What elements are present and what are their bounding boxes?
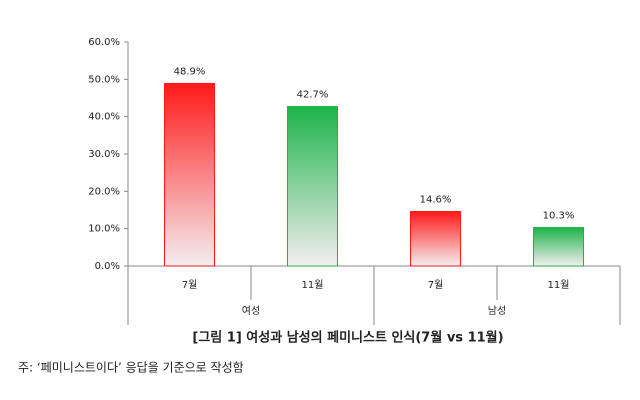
y-tick-label: 0.0% — [95, 261, 120, 272]
y-tick-label: 30.0% — [88, 149, 120, 160]
bar — [164, 82, 215, 267]
group-label: 남성 — [488, 305, 506, 317]
chart-title: [그림 1] 여성과 남성의 페미니스트 인식(7월 vs 11월) — [192, 330, 503, 346]
y-tick-label: 10.0% — [88, 224, 120, 235]
bar — [287, 106, 338, 267]
value-label: 48.9% — [174, 66, 206, 77]
bar — [533, 227, 584, 267]
group-label: 여성 — [242, 305, 260, 317]
y-tick-label: 50.0% — [88, 74, 120, 85]
note: 주: ‘페미니스트이다’ 응답을 기준으로 작성함 — [18, 361, 244, 375]
value-label: 10.3% — [543, 211, 575, 222]
x-tick-label: 11월 — [548, 279, 570, 291]
y-tick-label: 20.0% — [88, 186, 120, 197]
x-tick-label: 7월 — [428, 279, 444, 291]
x-tick-label: 7월 — [182, 279, 198, 291]
value-label: 42.7% — [297, 90, 329, 101]
y-tick-label: 60.0% — [88, 37, 120, 48]
x-tick-label: 11월 — [302, 279, 324, 291]
y-tick-label: 40.0% — [88, 112, 120, 123]
bar — [410, 210, 461, 267]
value-label: 14.6% — [420, 194, 452, 205]
